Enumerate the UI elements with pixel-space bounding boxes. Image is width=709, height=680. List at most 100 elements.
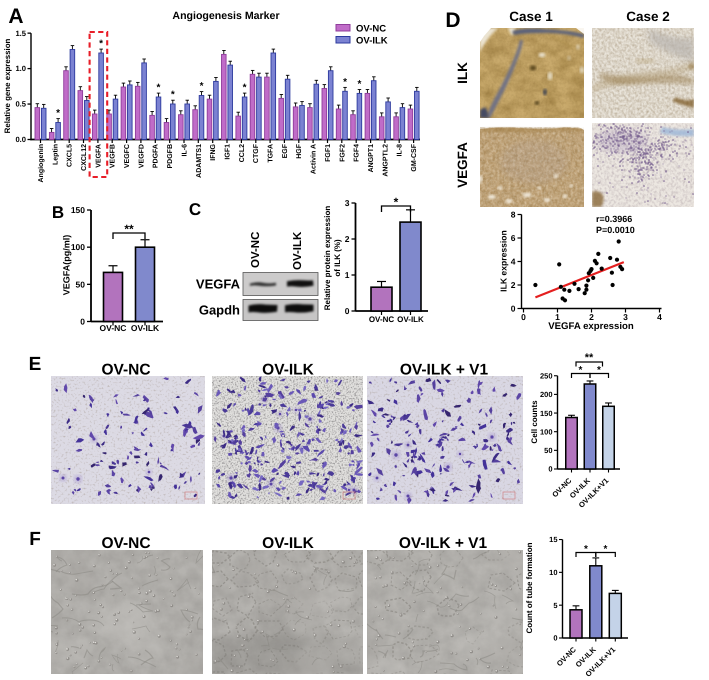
svg-text:1: 1 — [345, 270, 350, 280]
svg-text:EGF: EGF — [282, 143, 289, 158]
svg-text:VEGFD: VEGFD — [138, 144, 145, 168]
svg-text:*: * — [157, 83, 161, 94]
svg-text:0.0: 0.0 — [15, 135, 26, 144]
svg-text:0: 0 — [80, 317, 85, 327]
svg-text:OV-NC: OV-NC — [101, 362, 150, 379]
svg-text:*: * — [357, 79, 361, 90]
svg-text:ILK: ILK — [455, 62, 470, 84]
svg-text:VEGFC: VEGFC — [124, 144, 131, 168]
svg-text:150: 150 — [71, 205, 85, 215]
svg-text:OV-ILK: OV-ILK — [292, 231, 304, 270]
svg-text:OV-NC: OV-NC — [250, 232, 262, 268]
svg-text:*: * — [99, 39, 103, 50]
svg-text:3: 3 — [623, 312, 628, 322]
svg-text:10: 10 — [549, 568, 557, 577]
svg-text:P=0.0010: P=0.0010 — [596, 225, 635, 235]
svg-text:OV-NC: OV-NC — [100, 323, 127, 333]
svg-text:D: D — [445, 9, 460, 32]
svg-text:*: * — [579, 365, 583, 376]
svg-text:*: * — [171, 90, 175, 101]
svg-text:B: B — [52, 203, 64, 222]
svg-text:TGFA: TGFA — [268, 144, 275, 163]
svg-text:*: * — [56, 108, 60, 119]
svg-text:FGF2: FGF2 — [339, 144, 346, 162]
svg-text:Relative protein expression: Relative protein expression — [323, 206, 332, 311]
svg-text:r=0.3966: r=0.3966 — [596, 214, 632, 224]
svg-text:250: 250 — [540, 371, 553, 380]
svg-text:Case 1: Case 1 — [509, 9, 553, 24]
svg-text:IFNG: IFNG — [210, 143, 217, 160]
svg-text:15: 15 — [549, 535, 557, 544]
svg-text:OV-ILK: OV-ILK — [397, 315, 424, 324]
svg-text:A: A — [8, 5, 23, 28]
svg-text:50: 50 — [544, 446, 552, 455]
svg-text:C: C — [189, 200, 201, 219]
svg-text:IL-8: IL-8 — [397, 144, 404, 157]
svg-text:IGF1: IGF1 — [224, 144, 231, 160]
svg-text:Activin A: Activin A — [310, 144, 318, 174]
svg-text:0: 0 — [548, 465, 552, 474]
svg-text:Angiogenin: Angiogenin — [37, 144, 45, 183]
svg-text:F: F — [29, 529, 41, 550]
svg-text:Angiogenesis Marker: Angiogenesis Marker — [172, 10, 279, 22]
svg-text:VEGFA: VEGFA — [455, 142, 470, 188]
svg-text:0: 0 — [521, 312, 526, 322]
svg-text:*: * — [200, 81, 204, 92]
svg-text:VEGFA: VEGFA — [196, 277, 241, 292]
svg-text:2: 2 — [589, 312, 594, 322]
svg-text:OV-NC: OV-NC — [369, 315, 395, 324]
svg-text:Case 2: Case 2 — [626, 9, 670, 24]
svg-text:FGF1: FGF1 — [325, 144, 332, 162]
svg-text:8: 8 — [511, 210, 516, 220]
svg-text:1.0: 1.0 — [15, 64, 26, 73]
svg-text:0: 0 — [553, 634, 557, 643]
svg-text:*: * — [584, 544, 588, 555]
svg-text:OV-ILK: OV-ILK — [356, 36, 388, 47]
svg-text:100: 100 — [540, 427, 553, 436]
svg-text:0.5: 0.5 — [15, 100, 26, 109]
svg-text:1.5: 1.5 — [15, 29, 26, 38]
svg-text:*: * — [343, 77, 347, 88]
svg-text:CTGF: CTGF — [253, 143, 260, 163]
svg-text:HGF: HGF — [296, 143, 303, 159]
svg-text:CXCL12: CXCL12 — [81, 144, 88, 171]
svg-text:of ILK (%): of ILK (%) — [333, 239, 342, 277]
svg-text:OV-ILK: OV-ILK — [262, 535, 314, 552]
svg-text:VEGFA(pg/ml): VEGFA(pg/ml) — [62, 235, 72, 296]
svg-text:0: 0 — [511, 304, 516, 314]
svg-text:Gapdh: Gapdh — [199, 303, 240, 318]
svg-text:0: 0 — [345, 306, 350, 316]
svg-text:4: 4 — [511, 257, 516, 267]
svg-text:Relative gene expression: Relative gene expression — [3, 38, 12, 133]
svg-text:50: 50 — [76, 279, 86, 289]
svg-text:3: 3 — [345, 198, 350, 208]
svg-text:100: 100 — [71, 242, 85, 252]
svg-text:PDGFB: PDGFB — [167, 144, 174, 169]
svg-text:GM-CSF: GM-CSF — [411, 143, 418, 171]
svg-text:CXCL5: CXCL5 — [67, 144, 74, 167]
svg-text:ILK expression: ILK expression — [499, 230, 509, 292]
svg-text:IL-6: IL-6 — [181, 144, 188, 157]
svg-text:VEGFA expression: VEGFA expression — [548, 321, 634, 332]
svg-text:200: 200 — [540, 390, 553, 399]
svg-text:OV-ILK + V1: OV-ILK + V1 — [400, 362, 489, 379]
svg-text:Cell counts: Cell counts — [530, 400, 539, 444]
svg-text:*: * — [604, 544, 608, 555]
svg-text:Leptin: Leptin — [51, 144, 59, 165]
svg-text:2: 2 — [345, 234, 350, 244]
svg-text:1: 1 — [555, 312, 560, 322]
svg-text:E: E — [29, 354, 42, 375]
svg-text:OV-ILK: OV-ILK — [131, 323, 160, 333]
svg-text:6: 6 — [511, 233, 516, 243]
svg-text:ANGPTL2: ANGPTL2 — [382, 144, 389, 177]
svg-text:Count of tube formation: Count of tube formation — [525, 542, 534, 633]
svg-text:150: 150 — [540, 409, 553, 418]
svg-text:*: * — [243, 83, 247, 94]
svg-text:OV-ILK: OV-ILK — [262, 362, 314, 379]
svg-text:PDGFA: PDGFA — [153, 144, 160, 168]
svg-text:4: 4 — [657, 312, 662, 322]
svg-text:OV-NC: OV-NC — [356, 24, 386, 35]
svg-text:ANGPT1: ANGPT1 — [368, 144, 375, 173]
svg-text:**: ** — [124, 222, 134, 236]
svg-text:OV-NC: OV-NC — [101, 535, 150, 552]
